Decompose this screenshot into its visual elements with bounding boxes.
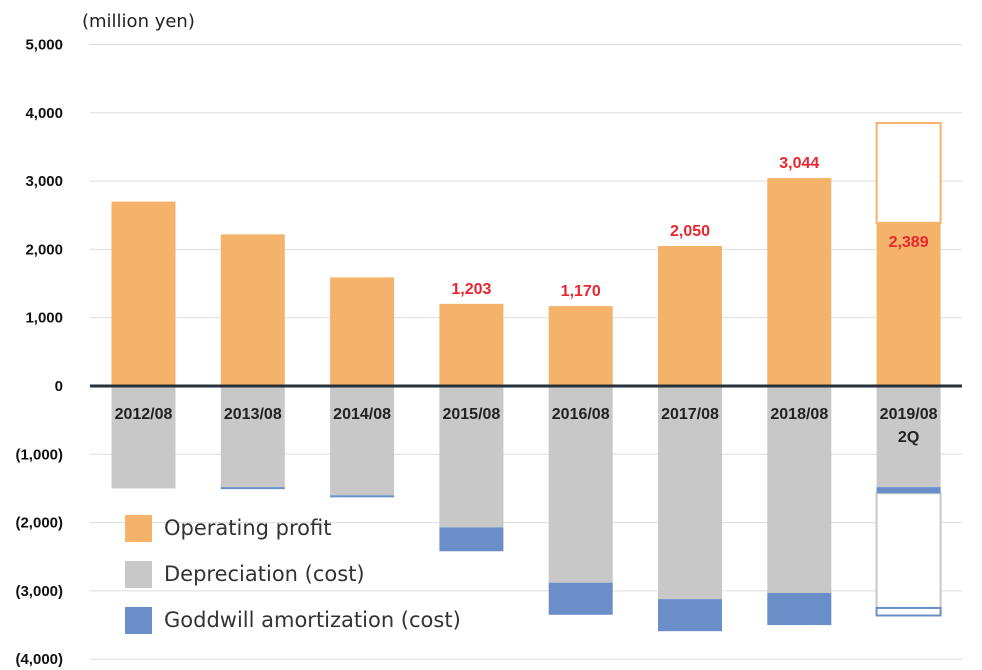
bar-goodwill-amortization [439, 527, 504, 552]
x-tick-label: 2016/08 [552, 406, 610, 423]
bar-goodwill-amortization [548, 582, 613, 615]
forecast-outline-depreciation [875, 492, 942, 609]
legend-swatch [125, 606, 152, 634]
y-tick-label: 5,000 [25, 37, 63, 54]
data-label: 3,044 [779, 155, 819, 172]
bar-goodwill-amortization [658, 599, 722, 632]
x-tick-label: 2013/08 [224, 406, 282, 423]
bar-depreciation [876, 386, 941, 488]
forecast-outline-goodwill [875, 606, 942, 617]
x-tick-label: 2017/08 [661, 406, 719, 423]
bar-operating-profit [111, 201, 176, 386]
x-tick-label: 2014/08 [333, 406, 391, 423]
bar-depreciation [658, 386, 722, 600]
bar-depreciation [439, 386, 504, 528]
legend-label: Goddwill amortization (cost) [164, 608, 461, 632]
x-tick-label: 2Q [898, 429, 919, 446]
y-tick-label: 2,000 [25, 241, 63, 258]
data-label: 2,050 [670, 223, 710, 240]
legend-swatch [125, 514, 152, 542]
data-labels: 1,203 1,170 2,050 3,044 2,389 [451, 155, 928, 300]
legend-label: Operating profit [164, 516, 332, 540]
y-tick-label: (1,000) [15, 446, 63, 463]
y-axis: 5,000 4,000 3,000 2,000 1,000 0 (1,000) (2,000)… [15, 37, 63, 669]
x-axis: 2012/08 2013/08 2014/08 2015/08 2016/08 2017/… [115, 406, 938, 446]
legend-label: Depreciation (cost) [164, 562, 365, 586]
x-tick-label: 2019/08 [880, 406, 938, 423]
bar-depreciation [111, 386, 176, 489]
data-label: 1,170 [561, 283, 601, 300]
y-tick-label: 0 [55, 378, 63, 395]
bar-goodwill-amortization [330, 495, 395, 498]
legend-item-goodwill-amortization: Goddwill amortization (cost) [125, 597, 461, 643]
bar-goodwill-amortization [876, 487, 941, 494]
x-tick-label: 2018/08 [770, 406, 828, 423]
y-tick-label: (3,000) [15, 583, 63, 600]
y-tick-label: 3,000 [25, 173, 63, 190]
y-tick-label: 4,000 [25, 105, 63, 122]
legend-swatch [125, 560, 152, 588]
unit-label: (million yen) [82, 11, 195, 32]
bar-operating-profit [220, 234, 285, 386]
y-tick-label: (4,000) [15, 651, 63, 668]
bar-depreciation [220, 386, 285, 488]
legend: Operating profit Depreciation (cost) God… [125, 505, 461, 643]
legend-item-operating-profit: Operating profit [125, 505, 461, 551]
bar-goodwill-amortization [220, 487, 285, 490]
bar-depreciation [767, 386, 832, 593]
bar-operating-profit [548, 306, 613, 386]
bars [111, 122, 942, 632]
bar-operating-profit [767, 178, 832, 386]
x-tick-label: 2015/08 [442, 406, 500, 423]
data-label: 1,203 [451, 281, 491, 298]
data-label: 2,389 [889, 234, 929, 251]
bar-depreciation [548, 386, 613, 583]
bar-operating-profit [658, 245, 722, 386]
bar-goodwill-amortization [767, 592, 832, 626]
x-tick-label: 2012/08 [115, 406, 173, 423]
bar-depreciation [330, 386, 395, 496]
legend-item-depreciation: Depreciation (cost) [125, 551, 461, 597]
bar-operating-profit [330, 277, 395, 386]
bar-operating-profit [439, 303, 504, 386]
bar-operating-profit [876, 222, 941, 386]
y-tick-label: (2,000) [15, 515, 63, 532]
forecast-outline-operating-profit [875, 122, 942, 224]
y-tick-label: 1,000 [25, 310, 63, 327]
